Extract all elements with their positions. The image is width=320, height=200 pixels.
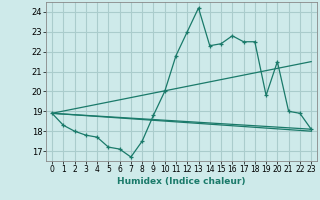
X-axis label: Humidex (Indice chaleur): Humidex (Indice chaleur) bbox=[117, 177, 246, 186]
